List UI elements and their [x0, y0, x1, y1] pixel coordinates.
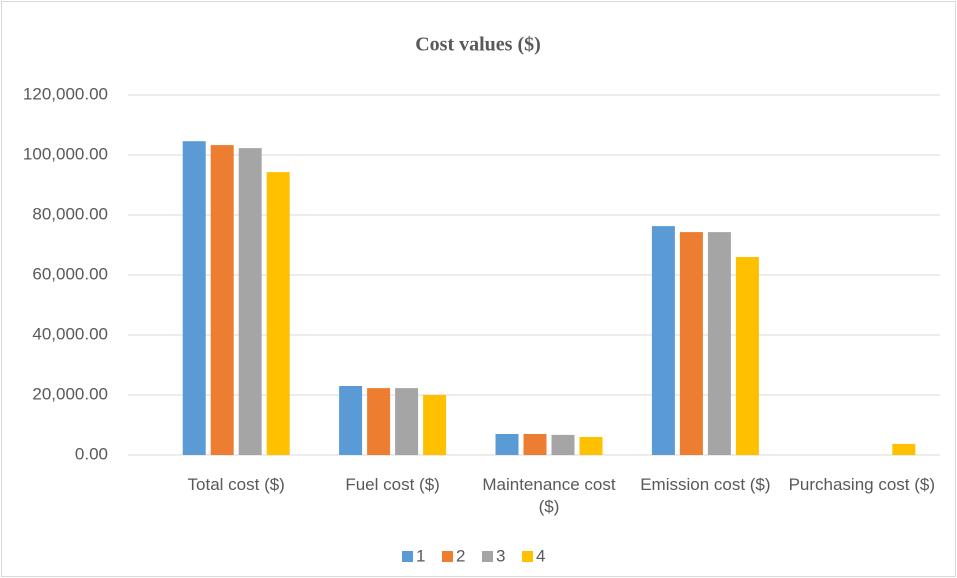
bar — [579, 437, 603, 455]
bar — [395, 388, 419, 455]
legend-swatch — [482, 551, 493, 562]
bar — [495, 434, 519, 455]
bar — [210, 145, 234, 455]
y-tick-label: 40,000.00 — [32, 324, 108, 343]
x-tick-label: Maintenance cost ($) — [482, 475, 616, 516]
bar — [182, 141, 206, 455]
bar — [735, 257, 759, 455]
x-tick-label: Emission cost ($) — [640, 475, 771, 494]
x-tick-label: Fuel cost ($) — [345, 475, 440, 494]
legend-swatch — [442, 551, 453, 562]
bar — [266, 172, 290, 455]
bar — [423, 395, 447, 455]
legend-label: 3 — [496, 546, 505, 565]
bar — [551, 434, 575, 455]
y-tick-label: 100,000.00 — [23, 144, 108, 163]
bar — [679, 232, 703, 455]
bar — [367, 388, 391, 455]
x-tick-label: Total cost ($) — [187, 475, 285, 494]
legend-swatch — [402, 551, 413, 562]
y-tick-label: 60,000.00 — [32, 264, 108, 283]
legend-swatch — [522, 551, 533, 562]
legend-label: 1 — [416, 546, 425, 565]
y-tick-label: 120,000.00 — [23, 84, 108, 103]
y-tick-label: 80,000.00 — [32, 204, 108, 223]
bar — [651, 226, 675, 455]
bar — [238, 148, 262, 455]
bar — [707, 232, 731, 455]
bar — [339, 386, 363, 455]
chart-title: Cost values ($) — [415, 34, 541, 56]
legend-label: 2 — [456, 546, 465, 565]
y-tick-label: 0.00 — [75, 444, 108, 463]
y-tick-label: 20,000.00 — [32, 384, 108, 403]
bar — [892, 443, 916, 455]
legend-label: 4 — [536, 546, 545, 565]
bar — [523, 434, 547, 455]
x-tick-label: Purchasing cost ($) — [788, 475, 936, 494]
